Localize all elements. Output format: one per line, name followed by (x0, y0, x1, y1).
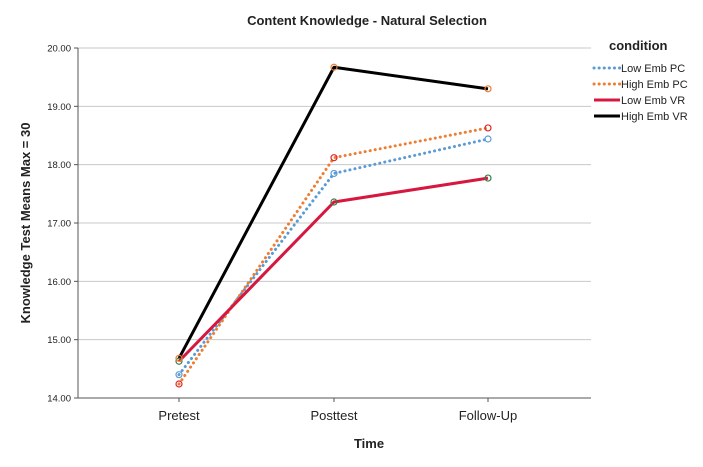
series-line-high-emb-vr (177, 65, 489, 360)
data-point (330, 169, 338, 178)
data-point (175, 354, 183, 362)
gridlines (78, 47, 591, 341)
y-tick-label: 20.00 (47, 44, 71, 55)
data-point (484, 174, 492, 182)
series-line-low-emb-pc (177, 137, 490, 377)
data-point (484, 124, 492, 132)
x-tick-labels: Pretest Posttest Follow-Up (158, 398, 517, 423)
chart-title: Content Knowledge - Natural Selection (247, 13, 487, 28)
y-tick-label: 15.00 (47, 335, 71, 346)
y-tick-label: 18.00 (47, 160, 71, 171)
data-point (175, 380, 183, 388)
y-axis-title: Knowledge Test Means Max = 30 (18, 123, 33, 324)
data-point (175, 371, 183, 379)
y-tick-label: 17.00 (47, 219, 71, 230)
legend-label: Low Emb VR (621, 95, 685, 107)
y-tick-label: 16.00 (47, 277, 71, 288)
legend: condition Low Emb PC High Emb PC Low Emb V… (592, 38, 688, 123)
data-point (330, 154, 338, 162)
legend-title: condition (609, 38, 668, 53)
data-point (484, 85, 492, 93)
y-tick-labels: 14.00 15.00 16.00 17.00 18.00 19.00 20.00 (47, 44, 78, 405)
series-line-high-emb-pc (177, 126, 490, 386)
data-point (175, 357, 183, 365)
series-markers (175, 63, 492, 388)
x-tick-label: Pretest (158, 408, 200, 423)
legend-label: Low Emb PC (621, 63, 685, 75)
data-point (330, 63, 338, 71)
data-point (330, 198, 338, 206)
x-axis-title: Time (354, 436, 384, 451)
y-tick-label: 19.00 (47, 102, 71, 113)
legend-label: High Emb PC (621, 79, 688, 91)
x-tick-label: Posttest (311, 408, 358, 423)
series-line-low-emb-vr (177, 176, 489, 363)
y-tick-label: 14.00 (47, 394, 71, 405)
x-tick-label: Follow-Up (459, 408, 518, 423)
series-lines (177, 65, 490, 386)
data-point (484, 135, 492, 143)
legend-label: High Emb VR (621, 111, 688, 123)
